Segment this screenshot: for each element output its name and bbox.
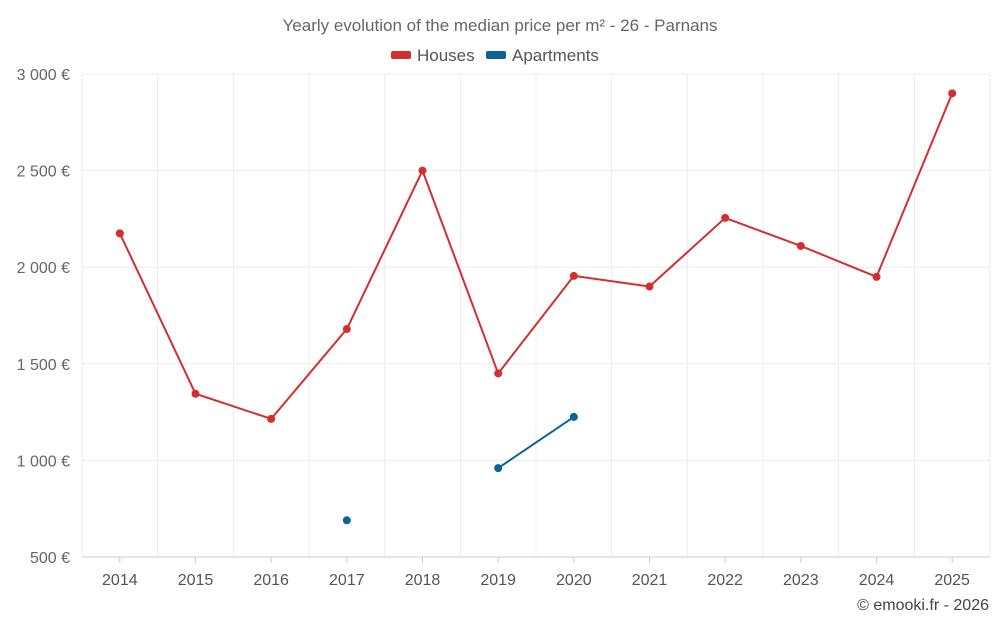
- houses-point-2018[interactable]: [418, 166, 427, 175]
- x-tick-label: 2018: [405, 572, 441, 589]
- legend-item-houses[interactable]: Houses: [391, 46, 475, 65]
- houses-point-2015[interactable]: [191, 389, 200, 398]
- y-tick-label: 3 000 €: [17, 67, 70, 84]
- houses-point-2016[interactable]: [267, 414, 276, 423]
- chart-title: Yearly evolution of the median price per…: [283, 16, 718, 35]
- x-tick-label: 2014: [102, 572, 138, 589]
- legend-swatch-houses: [391, 51, 411, 59]
- y-tick-label: 1 500 €: [17, 357, 70, 374]
- legend-label-houses: Houses: [417, 46, 475, 65]
- x-tick-label: 2020: [556, 572, 592, 589]
- y-axis: 500 € 1 000 € 1 500 € 2 000 € 2 500 € 3 000 €: [17, 67, 70, 567]
- x-tick-label: 2019: [480, 572, 516, 589]
- x-tick-label: 2023: [783, 572, 819, 589]
- houses-point-2021[interactable]: [645, 282, 654, 291]
- series-apartments: [342, 412, 578, 525]
- legend-label-apartments: Apartments: [512, 46, 599, 65]
- houses-point-2017[interactable]: [342, 325, 351, 334]
- credit-text: © emooki.fr - 2026: [857, 597, 989, 614]
- apartments-point-2017[interactable]: [342, 516, 351, 525]
- series-houses: [115, 89, 957, 423]
- legend-swatch-apartments: [486, 51, 506, 59]
- x-tick-label: 2016: [253, 572, 289, 589]
- x-tick-label: 2024: [859, 572, 895, 589]
- x-tick-label: 2015: [178, 572, 214, 589]
- x-tick-label: 2021: [632, 572, 668, 589]
- houses-line: [118, 92, 954, 420]
- houses-point-2019[interactable]: [494, 369, 503, 378]
- legend-item-apartments[interactable]: Apartments: [486, 46, 599, 65]
- x-axis: 2014 2015 2016 2017 2018 2019 2020 2021 2022 2023…: [82, 556, 990, 589]
- houses-point-2014[interactable]: [115, 229, 124, 238]
- houses-point-2020[interactable]: [569, 271, 578, 280]
- legend: Houses Apartments: [391, 46, 599, 65]
- x-tick-label: 2017: [329, 572, 365, 589]
- x-tick-label: 2022: [707, 572, 743, 589]
- x-tick-label: 2025: [934, 572, 970, 589]
- y-tick-label: 2 500 €: [17, 164, 70, 181]
- apartments-point-2019[interactable]: [494, 464, 503, 473]
- y-tick-label: 500 €: [30, 550, 70, 567]
- houses-point-2022[interactable]: [721, 213, 730, 222]
- grid: [81, 73, 991, 557]
- apartments-line: [497, 416, 575, 469]
- houses-point-2025[interactable]: [948, 89, 957, 98]
- apartments-point-2020[interactable]: [569, 412, 578, 421]
- houses-point-2024[interactable]: [872, 272, 881, 281]
- houses-point-2023[interactable]: [796, 241, 805, 250]
- y-tick-label: 2 000 €: [17, 260, 70, 277]
- series-group: [115, 89, 957, 525]
- y-tick-label: 1 000 €: [17, 453, 70, 470]
